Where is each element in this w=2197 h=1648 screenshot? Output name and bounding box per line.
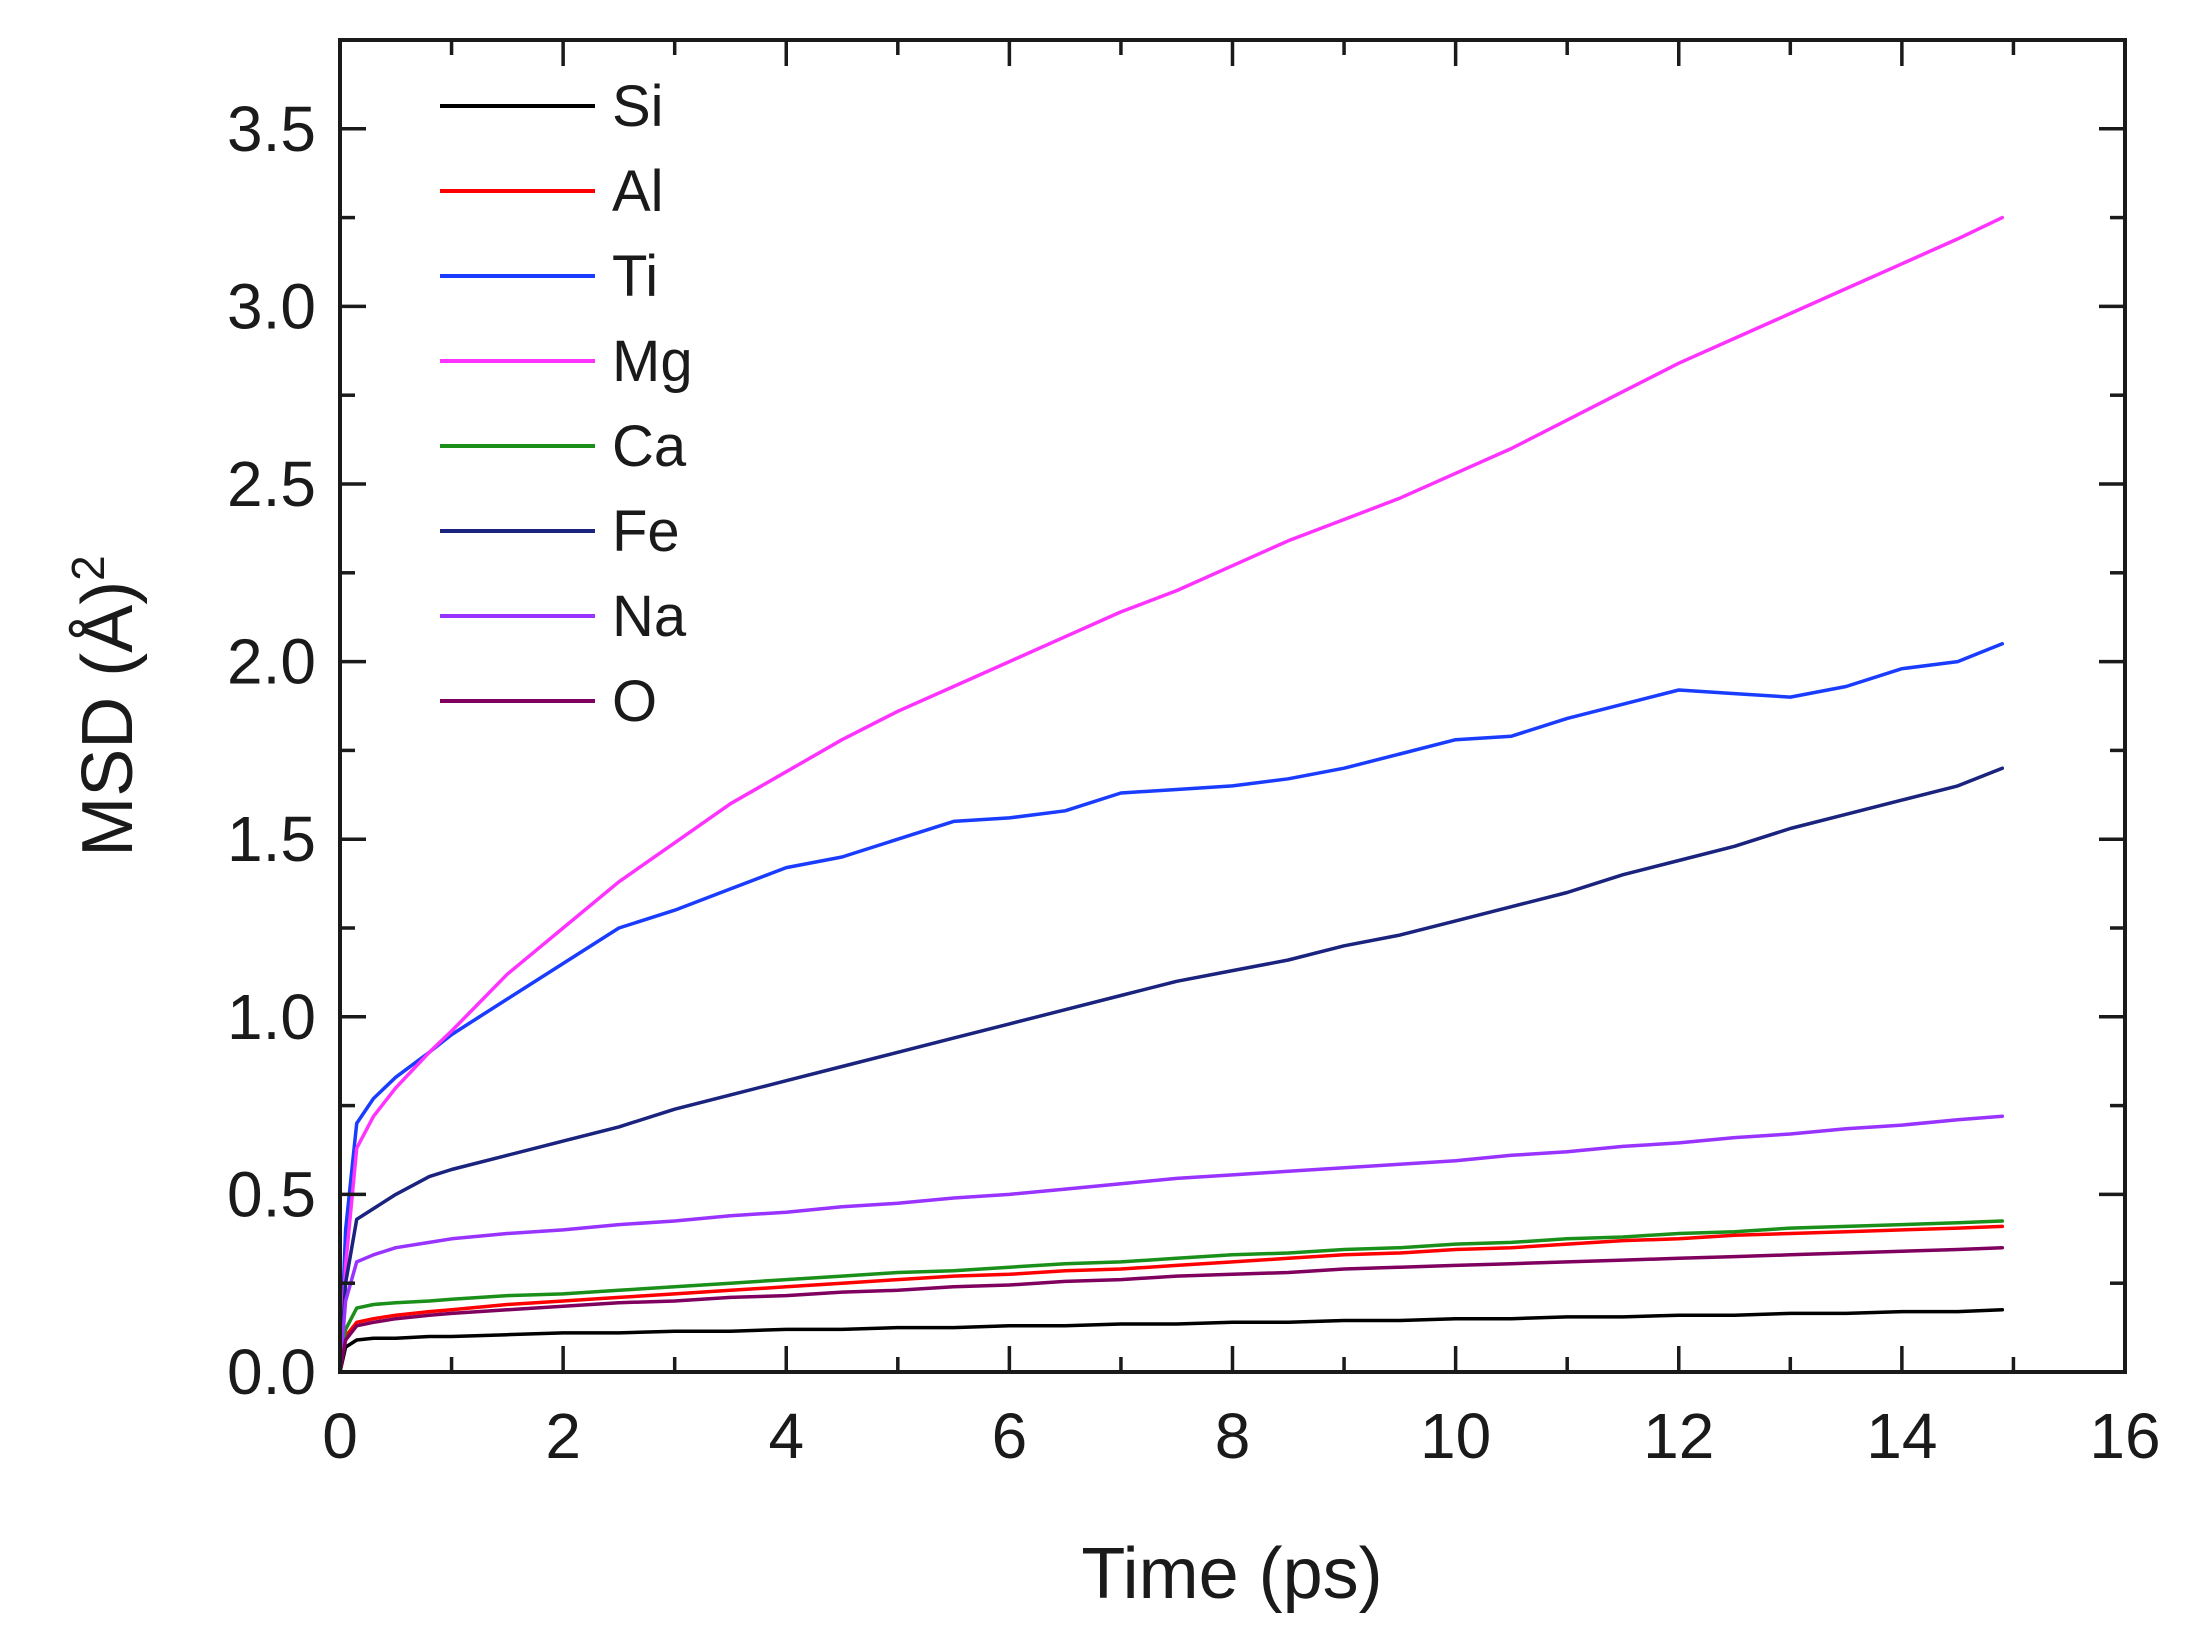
series-line-ti	[338, 642, 2005, 1374]
y-tick-label: 0.0	[227, 1336, 316, 1408]
y-tick-label: 1.5	[227, 803, 316, 875]
y-tick-label: 0.5	[227, 1158, 316, 1230]
y-axis-title-superscript: 2	[62, 555, 114, 581]
legend-label-mg: Mg	[612, 329, 693, 394]
x-tick-label: 6	[992, 1400, 1028, 1472]
x-tick-label: 10	[1420, 1400, 1491, 1472]
series-line-o	[338, 1245, 2005, 1374]
x-tick-label: 4	[768, 1400, 804, 1472]
series-layer	[338, 215, 2005, 1374]
legend-label-ca: Ca	[612, 414, 687, 479]
y-tick-label: 3.0	[227, 270, 316, 342]
series-line-mg	[338, 215, 2005, 1374]
series-line-na	[338, 1114, 2005, 1374]
y-axis-title: MSD (Å)2	[62, 555, 148, 857]
series-line-si	[338, 1308, 2005, 1374]
plot-frame	[338, 38, 2127, 1374]
x-tick-label: 14	[1866, 1400, 1937, 1472]
series-line-al	[338, 1224, 2005, 1374]
x-tick-label: 16	[2089, 1400, 2160, 1472]
x-tick-label: 2	[545, 1400, 581, 1472]
legend: Si Al Ti Mg Ca Fe Na O	[440, 74, 693, 734]
series-line-fe	[338, 766, 2005, 1374]
y-tick-label: 2.5	[227, 448, 316, 520]
x-tick-label: 0	[322, 1400, 358, 1472]
legend-label-al: Al	[612, 159, 664, 224]
legend-label-ti: Ti	[612, 244, 658, 309]
y-tick-label: 3.5	[227, 93, 316, 165]
y-axis-title-main: MSD (Å)	[68, 581, 148, 857]
x-tick-label: 8	[1215, 1400, 1251, 1472]
legend-label-o: O	[612, 669, 657, 734]
legend-label-na: Na	[612, 584, 687, 649]
series-line-ca	[338, 1219, 2005, 1374]
legend-label-si: Si	[612, 74, 664, 139]
tick-layer: 0 2 4 6 8 10 12 14 16 0.0 0.5 1.0 1.5 2.0 2.5 3.0 3.5	[227, 38, 2161, 1472]
x-tick-label: 12	[1643, 1400, 1714, 1472]
x-axis-title: Time (ps)	[1081, 1534, 1382, 1614]
legend-label-fe: Fe	[612, 499, 680, 564]
y-tick-label: 2.0	[227, 626, 316, 698]
y-tick-label: 1.0	[227, 981, 316, 1053]
